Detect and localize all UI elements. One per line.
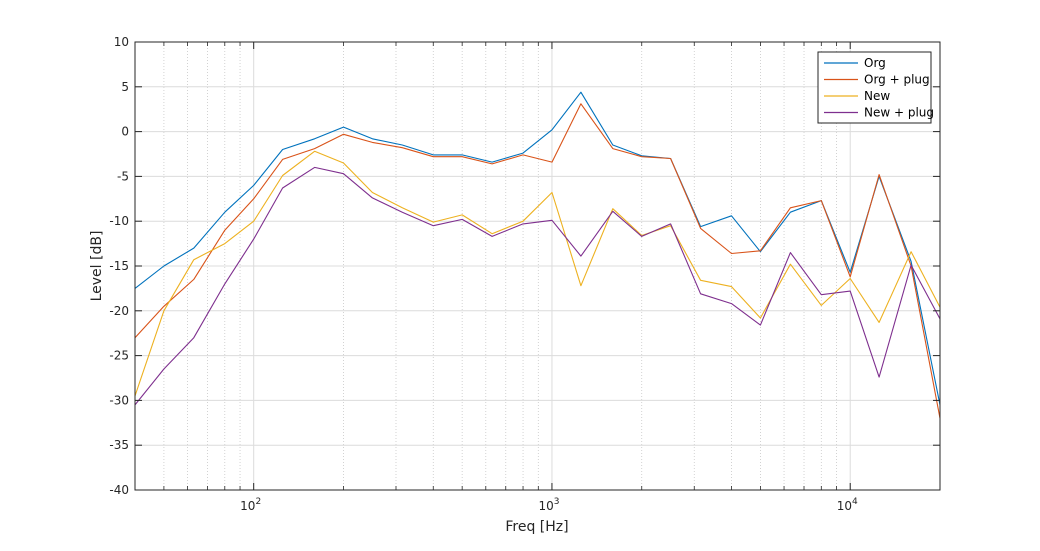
x-axis-label: Freq [Hz] bbox=[505, 519, 568, 535]
y-axis-label: Level [dB] bbox=[89, 231, 105, 302]
legend-box bbox=[817, 51, 932, 124]
legend: Org Org + plug New New + plug bbox=[817, 51, 934, 124]
y-tick-label: 10 bbox=[114, 35, 129, 49]
y-tick-label: -20 bbox=[109, 304, 129, 318]
y-tick-label: -30 bbox=[109, 393, 129, 407]
y-tick-label: 0 bbox=[121, 125, 129, 139]
y-tick-labels: 10 5 0 -5 -10 -15 -20 -25 -30 -35 -40 bbox=[109, 35, 129, 497]
y-tick-label: -25 bbox=[109, 349, 129, 363]
series-layer bbox=[134, 91, 941, 419]
series-line-new bbox=[134, 150, 941, 397]
legend-label: New + plug bbox=[864, 106, 934, 120]
y-tick-label: -40 bbox=[109, 483, 129, 497]
legend-label: New bbox=[864, 89, 890, 103]
x-tick-labels: 102 103 104 bbox=[240, 497, 858, 513]
axis-ticks bbox=[134, 41, 941, 491]
y-tick-label: -35 bbox=[109, 438, 129, 452]
legend-label: Org + plug bbox=[864, 73, 930, 87]
series-line-org bbox=[134, 91, 941, 406]
series-line-new-plug bbox=[134, 166, 941, 406]
x-tick-label: 104 bbox=[837, 497, 858, 513]
y-tick-label: -10 bbox=[109, 214, 129, 228]
y-tick-label: -5 bbox=[117, 169, 129, 183]
y-tick-label: 5 bbox=[121, 80, 129, 94]
legend-label: Org bbox=[864, 56, 886, 70]
y-tick-label: -15 bbox=[109, 259, 129, 273]
x-tick-label: 103 bbox=[538, 497, 559, 513]
series-line-org-plug bbox=[134, 103, 941, 419]
x-tick-label: 102 bbox=[240, 497, 261, 513]
